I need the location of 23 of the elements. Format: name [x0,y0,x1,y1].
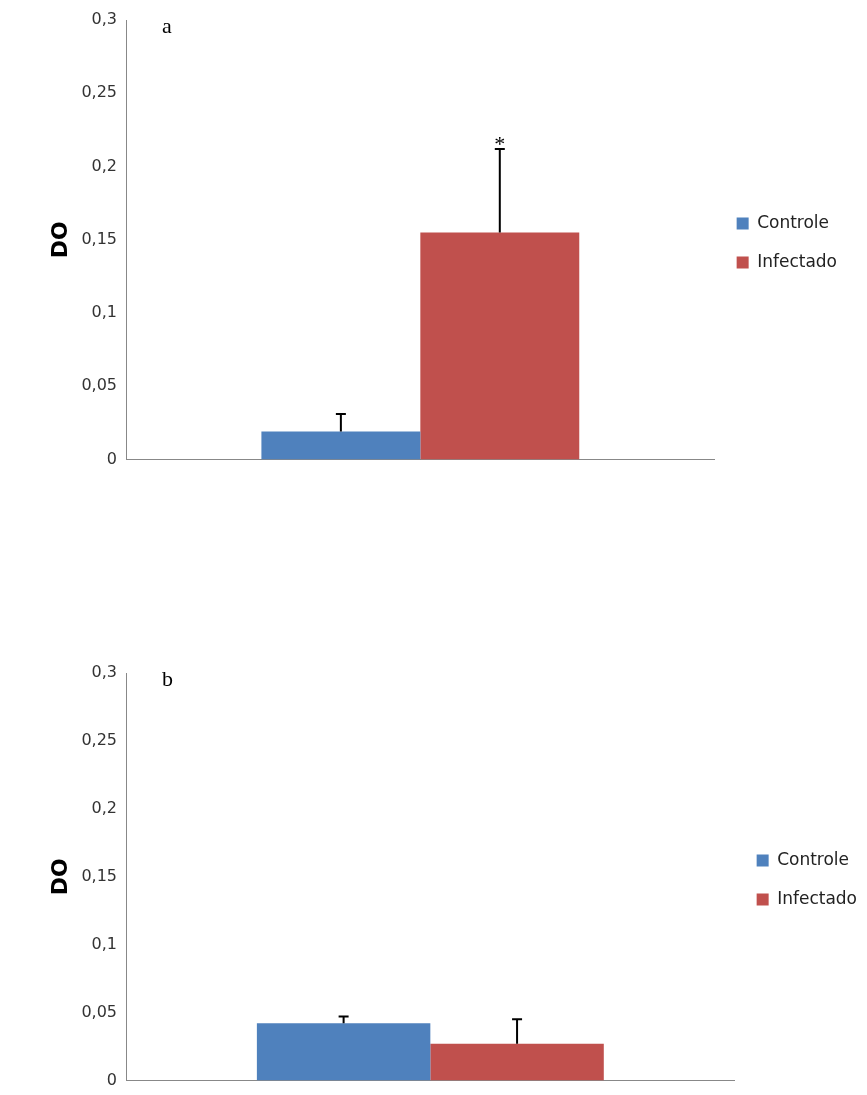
y-tick-label: 0,15 [81,228,118,248]
annotation: b [162,665,174,691]
y-tick-label: 0,15 [81,865,118,885]
y-tick-label: 0,25 [81,82,118,102]
y-tick-label: 0,2 [91,797,118,817]
y-axis-title: DO [46,858,72,896]
y-tick-label: 0,05 [81,1001,118,1021]
legend-label: Controle [757,211,830,232]
y-axis-title: DO [46,221,72,259]
y-tick-label: 0 [106,448,118,468]
y-tick-label: 0,25 [81,730,118,750]
y-tick-label: 0,1 [91,933,118,953]
y-tick-label: 0,2 [91,155,118,175]
y-tick-label: 0,3 [91,662,118,682]
annotation: a [162,12,173,38]
annotation: * [494,131,506,157]
legend-label: Controle [777,848,850,869]
y-tick-label: 0,3 [91,9,118,29]
y-tick-label: 0,05 [81,375,118,395]
legend-label: Infectado [757,250,838,271]
y-tick-label: 0,1 [91,302,118,322]
legend-label: Infectado [777,887,858,908]
y-tick-label: 0 [106,1069,118,1089]
